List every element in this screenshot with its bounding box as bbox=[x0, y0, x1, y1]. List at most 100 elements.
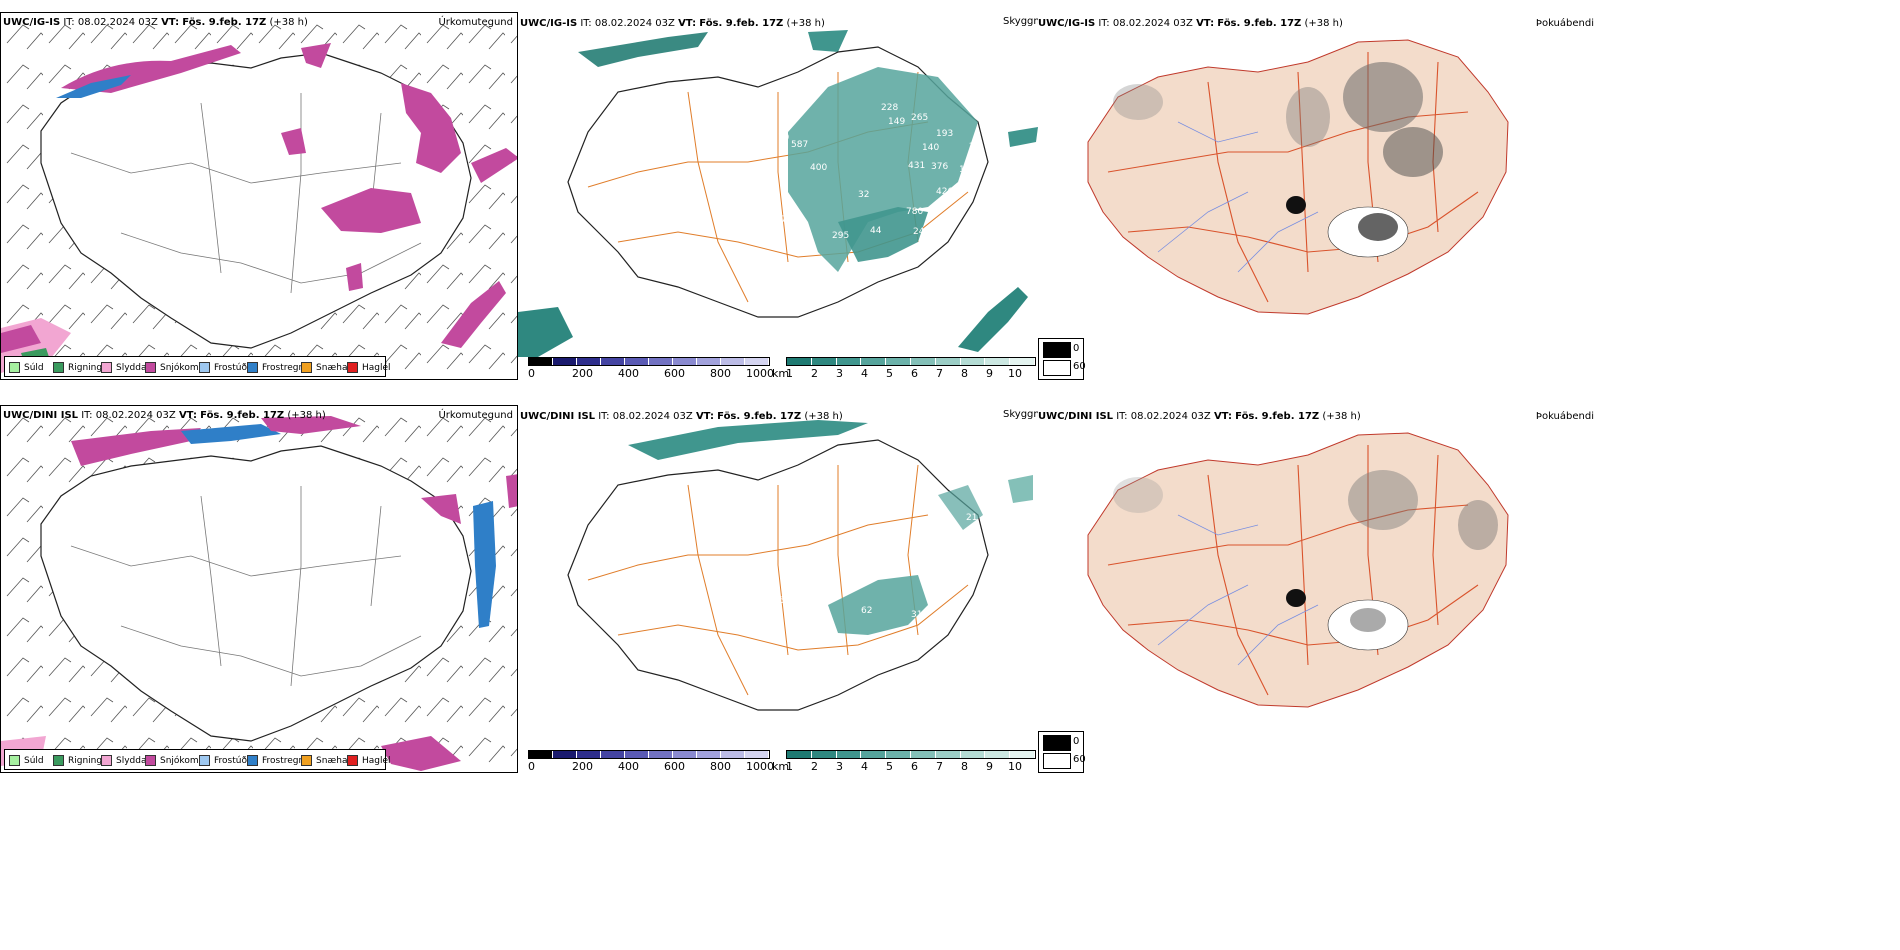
fog-index-map bbox=[1087, 39, 1509, 315]
panel-variable-title: Úrkomutegund bbox=[438, 410, 513, 421]
visibility-value: 193 bbox=[936, 129, 953, 139]
panel-header: UWC/IG-IS IT: 08.02.2024 03Z VT: Fös. 9.… bbox=[3, 17, 308, 28]
visibility-colorbar-meters bbox=[528, 750, 770, 759]
visibility-value: 140 bbox=[922, 143, 939, 153]
snow-area bbox=[301, 43, 331, 68]
colorbar-tick: 7 bbox=[936, 367, 943, 380]
colorbar-tick: 1 bbox=[786, 760, 793, 773]
visibility-value: 149 bbox=[888, 117, 905, 127]
river-network bbox=[1157, 514, 1319, 666]
legend-item-rain: Rigning bbox=[53, 755, 102, 766]
colorbar-tick: 10 bbox=[1008, 760, 1022, 773]
visibility-value: 376 bbox=[931, 162, 948, 172]
colorbar-tick: 6 bbox=[911, 760, 918, 773]
legend-item-freezing-drizzle: Frostúði bbox=[199, 362, 249, 373]
fog-index-high bbox=[1348, 470, 1418, 530]
fog-index-high bbox=[1458, 500, 1498, 550]
colorbar-unit-km: km bbox=[772, 367, 790, 380]
snow-area bbox=[261, 416, 361, 434]
visibility-value: 24 bbox=[913, 227, 925, 237]
snow-area bbox=[71, 428, 201, 466]
snow-area bbox=[506, 474, 517, 508]
visibility-value: 780 bbox=[906, 207, 923, 217]
visibility-value: 17 bbox=[775, 215, 786, 225]
visibility-value: 28 bbox=[646, 468, 658, 478]
colorbar-tick: 7 bbox=[936, 760, 943, 773]
fog-legend-black-label: 0 bbox=[1073, 343, 1080, 354]
colorbar-tick: 0 bbox=[528, 760, 535, 773]
fog-index-high bbox=[1286, 196, 1306, 214]
legend-item-sleet: Slydda bbox=[101, 755, 146, 766]
freezing-rain-area bbox=[56, 75, 131, 98]
colorbar-tick: 5 bbox=[886, 367, 893, 380]
road-network bbox=[587, 71, 969, 303]
colorbar-unit-km: km bbox=[772, 760, 790, 773]
fog-index-legend: 0 60 bbox=[1038, 338, 1086, 380]
panel-header: UWC/DINI ISL IT: 08.02.2024 03Z VT: Fös.… bbox=[1038, 411, 1361, 422]
panel-header: UWC/DINI ISL IT: 08.02.2024 03Z VT: Fös.… bbox=[3, 410, 326, 421]
fog-legend-black-label: 0 bbox=[1073, 736, 1080, 747]
fog-index-panel-row2: UWC/DINI ISL IT: 08.02.2024 03Z VT: Fös.… bbox=[1038, 405, 1598, 773]
freezing-rain-area bbox=[181, 424, 281, 444]
low-visibility-area bbox=[788, 67, 978, 272]
fog-area-sea bbox=[958, 287, 1028, 352]
legend-item-snow-grains: Snæhagl bbox=[301, 755, 356, 766]
fog-area-sea bbox=[1008, 475, 1033, 503]
panel-variable-title: Skyggni bbox=[1003, 16, 1038, 27]
legend-item-freezing-rain: Frostregn bbox=[247, 755, 304, 766]
colorbar-tick: 4 bbox=[861, 760, 868, 773]
snow-area bbox=[346, 263, 363, 291]
snow-area bbox=[441, 281, 506, 348]
colorbar-tick: 9 bbox=[986, 367, 993, 380]
panel-header: UWC/DINI ISL IT: 08.02.2024 03Z VT: Fös.… bbox=[520, 411, 843, 422]
legend-item-rain: Rigning bbox=[53, 362, 102, 373]
river-network bbox=[1157, 121, 1319, 273]
legend-item-snow-grains: Snæhagl bbox=[301, 362, 356, 373]
snow-area bbox=[1, 325, 41, 353]
colorbar-tick: 6 bbox=[911, 367, 918, 380]
legend-item-snow: Snjókoma bbox=[145, 362, 204, 373]
fog-legend-white-label: 60 bbox=[1073, 361, 1086, 372]
low-visibility-area bbox=[838, 207, 928, 262]
visibility-value: 431 bbox=[908, 161, 925, 171]
fog-area-sea bbox=[808, 30, 848, 52]
visibility-value: 275 bbox=[865, 290, 882, 300]
legend-item-sleet: Slydda bbox=[101, 362, 146, 373]
fog-index-map bbox=[1087, 432, 1509, 708]
colorbar-tick: 8 bbox=[961, 367, 968, 380]
visibility-map: 303 107 228 149 265 193 140 376 431 107 … bbox=[518, 30, 1038, 357]
colorbar-tick: 800 bbox=[710, 760, 731, 773]
visibility-value: 107 bbox=[959, 165, 976, 175]
legend-item-hail: Haglél bbox=[347, 362, 391, 373]
fog-index-high bbox=[1383, 127, 1443, 177]
fog-area-sea bbox=[518, 307, 573, 357]
visibility-value: 107 bbox=[643, 75, 660, 85]
legend-item-freezing-rain: Frostregn bbox=[247, 362, 304, 373]
visibility-value: 62 bbox=[861, 606, 872, 616]
visibility-colorbar-km bbox=[786, 750, 1036, 759]
low-visibility-area bbox=[938, 485, 983, 530]
visibility-colorbar-km bbox=[786, 357, 1036, 366]
snow-area bbox=[471, 148, 517, 183]
visibility-value: 31 bbox=[911, 610, 922, 620]
legend-item-drizzle: Súld bbox=[9, 362, 44, 373]
precip-type-panel-row1: UWC/IG-IS IT: 08.02.2024 03Z VT: Fös. 9.… bbox=[0, 12, 518, 380]
colorbar-tick: 800 bbox=[710, 367, 731, 380]
road-network bbox=[70, 486, 422, 687]
panel-header: UWC/IG-IS IT: 08.02.2024 03Z VT: Fös. 9.… bbox=[1038, 18, 1343, 29]
precip-type-panel-row2: UWC/DINI ISL IT: 08.02.2024 03Z VT: Fös.… bbox=[0, 405, 518, 773]
precip-type-map bbox=[1, 13, 517, 379]
visibility-colorbar-meters bbox=[528, 357, 770, 366]
fog-area-sea bbox=[578, 32, 708, 67]
snow-area bbox=[281, 128, 306, 155]
iceland-land bbox=[1087, 432, 1509, 708]
colorbar-tick: 10 bbox=[1008, 367, 1022, 380]
colorbar-tick: 0 bbox=[528, 367, 535, 380]
colorbar-tick: 200 bbox=[572, 760, 593, 773]
panel-variable-title: Þokuábendi bbox=[1535, 411, 1594, 422]
visibility-value: 303 bbox=[618, 68, 635, 78]
snow-area bbox=[421, 494, 461, 524]
legend-item-drizzle: Súld bbox=[9, 755, 44, 766]
visibility-panel-row1: 303 107 228 149 265 193 140 376 431 107 … bbox=[518, 12, 1038, 380]
fog-index-high bbox=[1286, 87, 1330, 147]
